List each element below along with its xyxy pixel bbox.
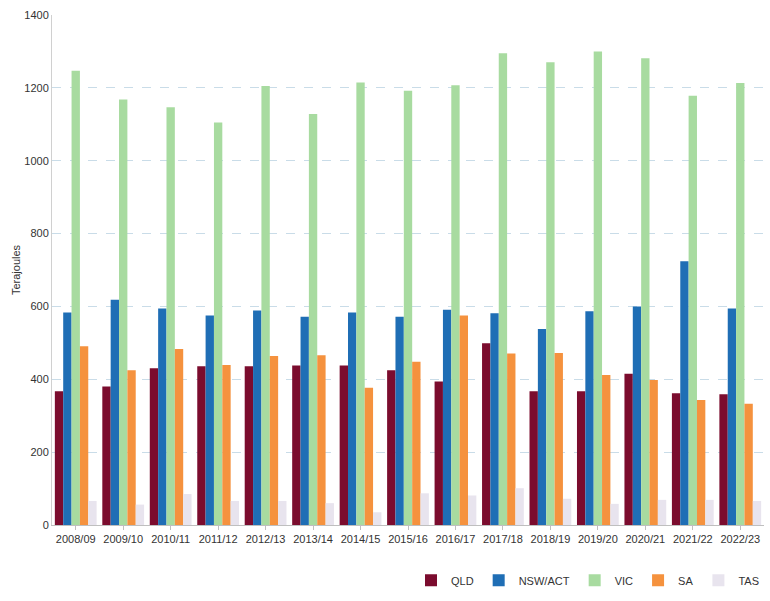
svg-text:2014/15: 2014/15 [341,533,381,545]
svg-text:2017/18: 2017/18 [483,533,523,545]
svg-text:2016/17: 2016/17 [436,533,476,545]
svg-text:2010/11: 2010/11 [151,533,190,545]
svg-text:Terajoules: Terajoules [10,244,22,295]
svg-text:QLD: QLD [451,575,474,587]
svg-text:2021/22: 2021/22 [673,533,713,545]
svg-text:2011/12: 2011/12 [199,533,238,545]
svg-text:2015/16: 2015/16 [388,533,428,545]
svg-text:0: 0 [43,519,49,531]
svg-text:2008/09: 2008/09 [56,533,96,545]
svg-text:1400: 1400 [24,9,48,21]
svg-text:2013/14: 2013/14 [293,533,333,545]
svg-text:VIC: VIC [615,575,633,587]
svg-text:800: 800 [30,227,48,239]
svg-text:2009/10: 2009/10 [103,533,143,545]
svg-text:2012/13: 2012/13 [246,533,286,545]
svg-text:1200: 1200 [24,82,48,94]
svg-text:TAS: TAS [738,575,759,587]
svg-text:2022/23: 2022/23 [720,533,760,545]
svg-text:2018/19: 2018/19 [531,533,571,545]
svg-text:400: 400 [30,373,48,385]
svg-text:600: 600 [30,300,48,312]
svg-text:SA: SA [678,575,693,587]
svg-text:200: 200 [30,446,48,458]
svg-text:NSW/ACT: NSW/ACT [519,575,570,587]
svg-text:2020/21: 2020/21 [625,533,665,545]
svg-text:1000: 1000 [24,155,48,167]
svg-text:2019/20: 2019/20 [578,533,618,545]
